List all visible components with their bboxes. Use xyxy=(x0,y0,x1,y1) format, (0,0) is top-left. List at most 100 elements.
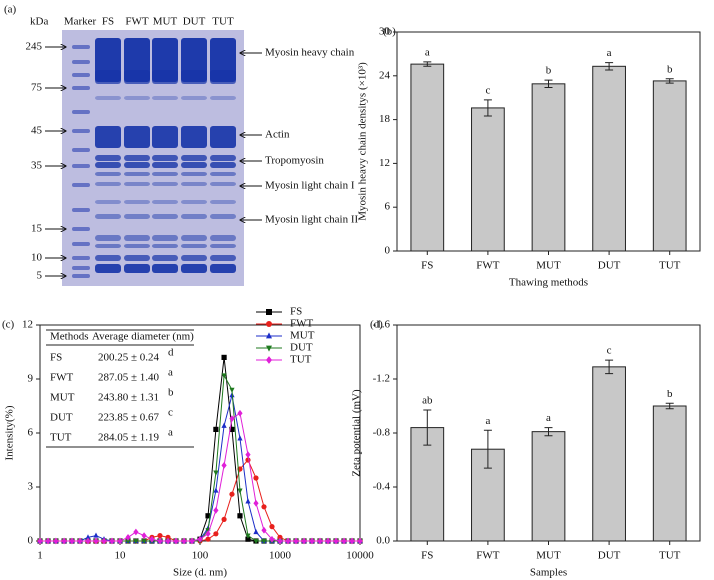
data-point xyxy=(141,532,147,539)
data-point xyxy=(133,528,139,536)
bar xyxy=(531,431,566,542)
protein-band xyxy=(181,155,207,161)
protein-band xyxy=(152,264,178,273)
marker-size: 45 xyxy=(31,125,43,137)
table-superscript: b xyxy=(168,387,174,399)
lane-label: TUT xyxy=(212,16,234,28)
data-point xyxy=(229,387,235,393)
data-point xyxy=(85,534,91,540)
y-tick-label: 0 xyxy=(28,535,34,547)
data-point xyxy=(45,537,51,545)
x-axis-title: Thawing methods xyxy=(509,277,588,289)
significance-label: b xyxy=(667,63,673,75)
protein-band xyxy=(95,255,121,261)
significance-label: b xyxy=(667,388,673,400)
data-point xyxy=(213,531,219,537)
marker-size: 10 xyxy=(31,252,43,264)
data-point xyxy=(213,507,219,514)
bar xyxy=(471,107,505,252)
data-point xyxy=(213,426,219,432)
data-point xyxy=(253,528,259,535)
data-point xyxy=(269,524,275,530)
legend-marker xyxy=(266,332,272,339)
protein-band xyxy=(95,264,121,273)
marker-band xyxy=(72,129,90,133)
protein-band xyxy=(210,162,236,168)
error-bar xyxy=(544,79,553,88)
marker-size: 245 xyxy=(26,41,43,53)
data-point xyxy=(221,422,227,428)
table-cell: DUT xyxy=(50,412,73,424)
data-point xyxy=(261,538,267,545)
protein-band xyxy=(181,244,207,248)
data-point xyxy=(261,504,267,510)
data-point xyxy=(173,537,179,545)
table-cell: 287.05 ± 1.40 xyxy=(98,372,160,384)
data-point xyxy=(69,537,75,545)
protein-band xyxy=(124,96,150,100)
marker-band xyxy=(72,73,90,77)
protein-band xyxy=(95,155,121,161)
data-point xyxy=(181,537,187,545)
y-tick-label: 9 xyxy=(28,373,34,385)
protein-band xyxy=(124,155,150,161)
series-line xyxy=(40,373,360,542)
panel-label: (a) xyxy=(4,4,17,16)
marker-size: 15 xyxy=(31,223,43,235)
table-cell: 243.80 ± 1.31 xyxy=(98,392,159,404)
protein-band xyxy=(152,214,178,219)
protein-band xyxy=(210,126,236,148)
data-point xyxy=(125,538,131,545)
table-cell: 200.25 ± 0.24 xyxy=(98,352,160,364)
x-tick-label: TUT xyxy=(659,260,681,272)
data-point xyxy=(133,538,139,545)
data-point xyxy=(245,451,251,458)
x-tick-label: FS xyxy=(421,260,433,272)
data-point xyxy=(237,435,243,441)
protein-band xyxy=(124,235,150,241)
data-point xyxy=(245,536,251,542)
y-tick-label: 0.0 xyxy=(376,535,390,547)
protein-band xyxy=(210,155,236,161)
marker-band xyxy=(72,183,90,187)
data-point xyxy=(269,535,275,543)
protein-band xyxy=(124,182,150,186)
band-label: Tropomyosin xyxy=(265,155,324,167)
marker-band xyxy=(72,148,90,152)
protein-band xyxy=(181,200,207,204)
protein-band xyxy=(95,200,121,204)
y-axis-title: Myosin heavy chain densitys (×10³) xyxy=(357,62,369,221)
data-point xyxy=(221,516,227,523)
lane-label: FS xyxy=(102,16,114,28)
y-tick-label: 12 xyxy=(22,319,33,331)
x-tick-label: 1 xyxy=(37,550,43,562)
data-point xyxy=(77,537,83,545)
protein-band xyxy=(95,96,121,100)
error-bar xyxy=(423,61,432,67)
table-cell: FS xyxy=(50,352,62,364)
x-axis-title: Samples xyxy=(530,567,567,579)
protein-band xyxy=(124,264,150,273)
data-point xyxy=(221,373,227,379)
data-point xyxy=(229,415,235,422)
protein-band xyxy=(152,255,178,261)
data-point xyxy=(205,513,211,519)
significance-label: a xyxy=(485,415,490,427)
data-point xyxy=(157,537,163,545)
gel-bands xyxy=(72,38,236,278)
x-tick-label: 10000 xyxy=(346,550,374,562)
protein-band xyxy=(152,126,178,148)
table-cell: MUT xyxy=(50,392,75,404)
data-point xyxy=(93,532,99,538)
x-tick-label: 1000 xyxy=(269,550,292,562)
protein-band xyxy=(95,70,121,84)
legend-marker xyxy=(266,356,272,364)
data-point xyxy=(109,537,115,545)
protein-band xyxy=(181,162,207,168)
error-bar xyxy=(605,359,614,375)
y-tick-label: 0 xyxy=(385,245,391,257)
y-tick-label: -1.6 xyxy=(373,319,391,331)
panel-label: (c) xyxy=(2,319,15,331)
significance-label: b xyxy=(546,65,552,77)
